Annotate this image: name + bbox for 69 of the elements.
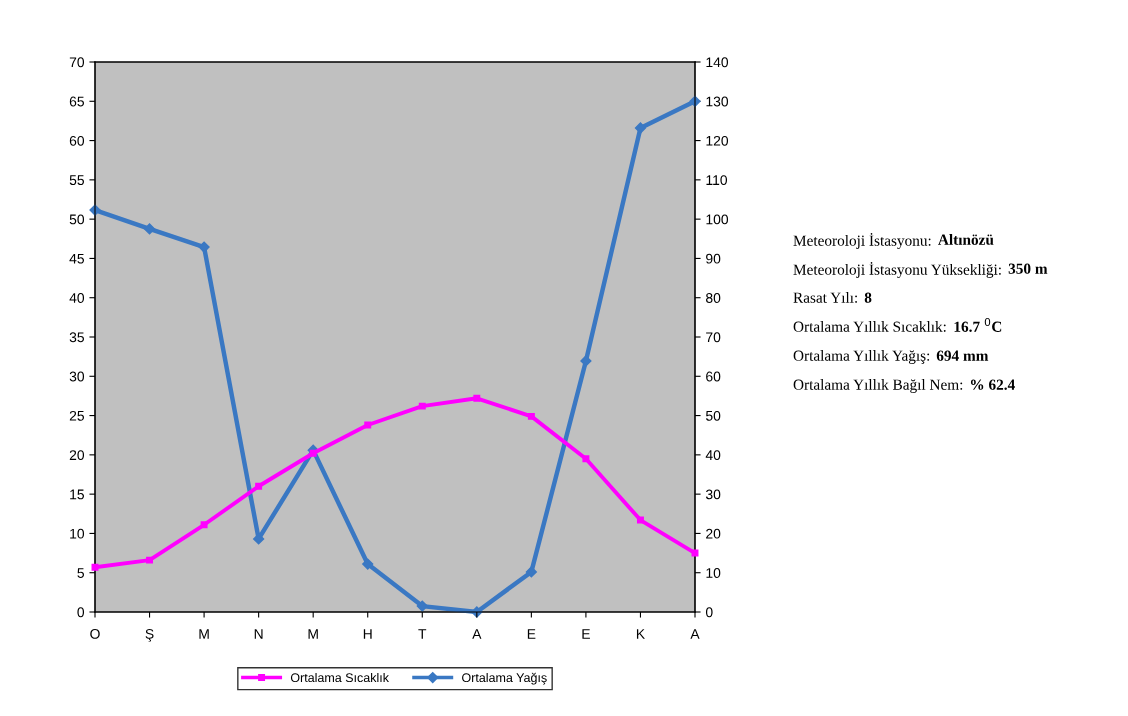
point	[691, 549, 699, 557]
point	[473, 394, 481, 402]
text: Meteoroloji İstasyonu: Altınözü	[793, 233, 994, 249]
y-tick-label: 65	[69, 96, 84, 107]
y-tick-label: 15	[70, 489, 84, 500]
point	[634, 122, 647, 134]
text: Ortalama Yıllık Bağıl Nem: % 62.4	[793, 379, 1015, 393]
point	[525, 566, 537, 578]
x-tick-label: H	[363, 629, 372, 639]
y-tick-label: 10	[70, 528, 85, 539]
text: Ortalama Yıllık Sıcaklık: 16.7 $^{0}$C	[793, 317, 1002, 332]
y-tick-label: 20	[69, 450, 85, 461]
point	[91, 563, 99, 571]
point	[416, 600, 428, 612]
y2-tick-label: 100	[706, 214, 729, 225]
point	[146, 556, 154, 564]
y2-tick-label: 120	[706, 135, 729, 146]
y2-tick-label: 0	[705, 607, 713, 618]
point	[582, 455, 590, 463]
x-tick-label: K	[636, 629, 645, 639]
text: Rasat Yılı: 8	[793, 292, 872, 303]
text: Meteoroloji İstasyonu Yüksekliği: 350 m	[793, 262, 1048, 278]
x-tick-label: Ş	[145, 628, 154, 642]
y-tick-label: 45	[69, 253, 84, 264]
x-tick-label: T	[418, 629, 427, 639]
point	[418, 402, 426, 410]
y-tick-label: 35	[69, 332, 84, 343]
point	[362, 558, 374, 570]
point	[527, 412, 535, 420]
y2-tick-label: 90	[706, 253, 721, 264]
y2-tick-label: 40	[705, 450, 721, 461]
y2-tick-label: 130	[706, 96, 729, 107]
point	[309, 449, 317, 457]
x-tick-label: M	[308, 629, 318, 639]
y-tick-label: 0	[77, 607, 85, 618]
text: Ortalama Yıllık Yağış: 694 mm	[793, 350, 989, 364]
point	[143, 223, 156, 235]
point	[200, 521, 208, 529]
y-tick-label: 55	[69, 175, 84, 186]
y2-tick-label: 10	[706, 568, 721, 578]
y2-tick-label: 70	[706, 332, 721, 343]
legend-label: Ortalama Sıcaklık	[290, 672, 389, 683]
y-tick-label: 30	[69, 371, 85, 382]
y2-tick-label: 60	[706, 371, 721, 382]
y2-tick-label: 110	[706, 175, 728, 186]
x-tick-label: A	[472, 629, 482, 639]
legend-label: Ortalama Yağış	[462, 672, 547, 685]
x-tick-label: A	[690, 629, 700, 639]
y2-tick-label: 50	[705, 410, 721, 421]
y2-tick-label: 80	[706, 293, 721, 303]
x-tick-label: O	[90, 629, 100, 639]
point	[364, 421, 372, 429]
point	[198, 241, 210, 253]
y2-tick-label: 20	[706, 528, 721, 539]
x-tick-label: E	[527, 629, 536, 639]
y2-tick-label: 140	[706, 57, 729, 68]
y2-tick-label: 30	[705, 489, 721, 500]
x-tick-label: N	[254, 629, 263, 639]
y-tick-label: 5	[77, 568, 84, 578]
x-tick-label: M	[199, 629, 209, 639]
y-tick-label: 25	[69, 410, 84, 421]
y-tick-label: 40	[69, 293, 85, 303]
x-tick-label: E	[582, 629, 590, 639]
y-tick-label: 50	[69, 214, 85, 225]
y-tick-label: 60	[69, 135, 85, 146]
y-tick-label: 70	[69, 57, 85, 68]
point	[255, 482, 263, 490]
point	[636, 516, 644, 524]
point	[580, 355, 592, 367]
